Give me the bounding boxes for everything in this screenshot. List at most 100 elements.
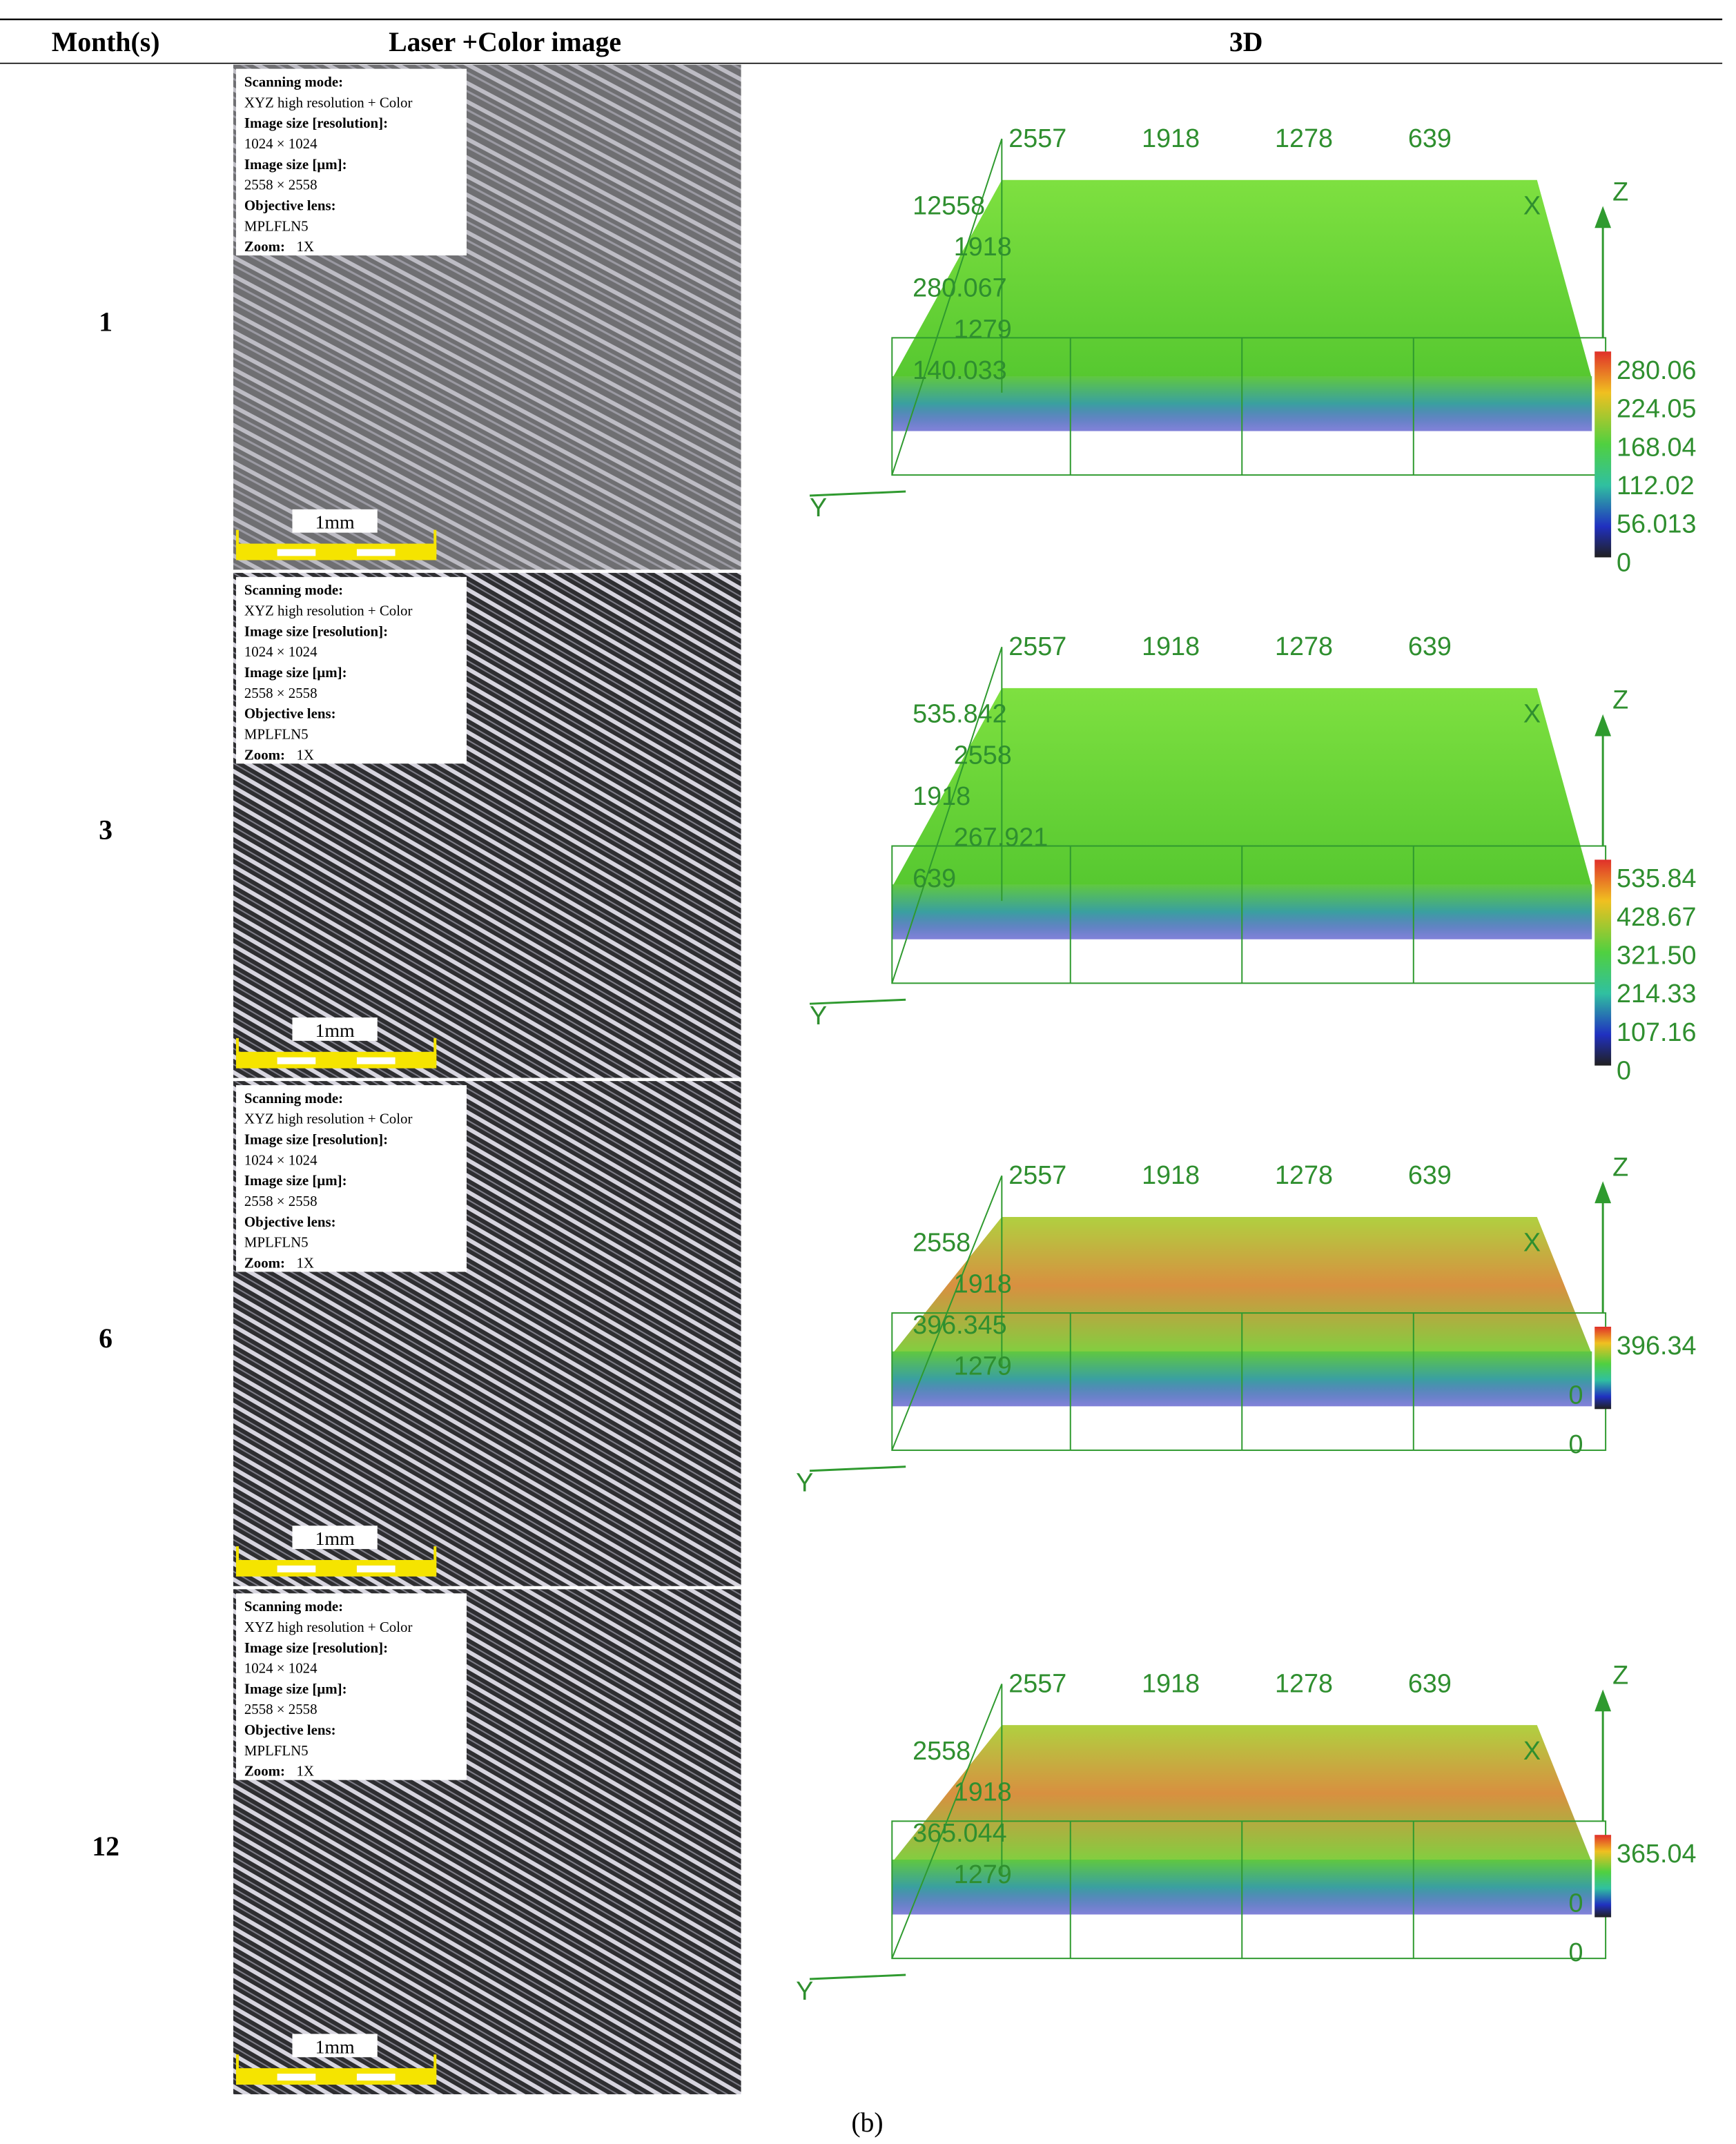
- axis-tick-label: 267.921: [954, 824, 1049, 852]
- colorbar-label: 0: [1617, 548, 1631, 577]
- y-axis: [809, 1465, 906, 1472]
- scale-label: 1mm: [315, 512, 355, 534]
- info-value: MPLFLN5: [244, 1742, 309, 1759]
- axis-letter: Y: [796, 1977, 813, 2006]
- info-value: 1X: [296, 746, 314, 763]
- scale-bar: [235, 1559, 437, 1577]
- axis-letter: Z: [1612, 178, 1628, 207]
- colorbar: [1594, 351, 1612, 558]
- caption: (b): [851, 2107, 883, 2138]
- info-label: Image size [resolution]:: [244, 1639, 388, 1656]
- frame: [891, 1684, 1003, 1959]
- info-label: Zoom:: [244, 238, 285, 255]
- info-value: 2558 × 2558: [244, 685, 318, 701]
- scale-seg: [277, 549, 316, 556]
- axis-letter: X: [1523, 191, 1541, 220]
- axis-tick-label: 2557: [1008, 1161, 1066, 1190]
- colorbar-label: 107.16: [1617, 1018, 1697, 1047]
- colorbar: [1594, 1326, 1612, 1410]
- axis-tick-label: 2557: [1008, 124, 1066, 153]
- axis-tick-label: 1279: [954, 1860, 1012, 1889]
- colorbar-label: 428.67: [1617, 903, 1697, 932]
- info-label: Objective lens:: [244, 705, 336, 722]
- scale-tick: [235, 2054, 239, 2083]
- info-label: Image size [µm]:: [244, 1172, 347, 1189]
- info-value: 1024 × 1024: [244, 643, 318, 660]
- axis-tick-label: 365.044: [913, 1819, 1007, 1848]
- info-label: Scanning mode:: [244, 1598, 343, 1615]
- axis-letter: Z: [1612, 686, 1628, 715]
- z-arrow: [1594, 1689, 1612, 1712]
- axis-tick-label: 639: [1408, 1161, 1452, 1190]
- scale-label: 1mm: [315, 1020, 355, 1042]
- surface-top: [892, 179, 1592, 379]
- colorbar-label: 112.02: [1617, 471, 1695, 500]
- info-value: 1X: [296, 1255, 314, 1271]
- info-value: XYZ high resolution + Color: [244, 1111, 413, 1127]
- scale-tick: [235, 1546, 239, 1574]
- scale-seg: [277, 1565, 316, 1572]
- axis-tick-label: 1918: [954, 1778, 1012, 1807]
- info-label: Zoom:: [244, 1763, 285, 1780]
- y-axis: [809, 490, 906, 497]
- y-axis: [809, 998, 906, 1005]
- surface-top: [892, 688, 1592, 888]
- axis-tick-label: 2557: [1008, 1669, 1066, 1698]
- info-box: [235, 68, 467, 256]
- axis-tick-label: 2558: [954, 741, 1012, 770]
- info-value: MPLFLN5: [244, 725, 309, 742]
- info-value: XYZ high resolution + Color: [244, 94, 413, 110]
- info-box: [235, 1593, 467, 1780]
- colorbar-label: 214.33: [1617, 980, 1697, 1008]
- scale-seg: [277, 1057, 316, 1064]
- info-label: Objective lens:: [244, 1214, 336, 1230]
- axis-letter: Z: [1612, 1153, 1628, 1182]
- month-label: 1: [99, 306, 113, 337]
- info-value: MPLFLN5: [244, 1234, 309, 1251]
- scale-bar: [235, 2068, 437, 2085]
- scale-tick: [433, 2054, 437, 2083]
- axis-tick-label: 1918: [1142, 632, 1200, 661]
- y-axis: [809, 1974, 906, 1980]
- scale-seg: [356, 1565, 396, 1572]
- info-value: XYZ high resolution + Color: [244, 603, 413, 619]
- colorbar-label: 535.84: [1617, 864, 1697, 893]
- info-label: Zoom:: [244, 1255, 285, 1271]
- scale-seg: [277, 2074, 316, 2081]
- colorbar-label: 321.50: [1617, 942, 1697, 971]
- scale-seg: [356, 549, 396, 556]
- info-label: Image size [µm]:: [244, 664, 347, 681]
- axis-tick-label: 639: [913, 864, 956, 893]
- surface-top: [892, 1216, 1592, 1354]
- scale-tick: [433, 1546, 437, 1574]
- axis-tick-label: 1918: [954, 233, 1012, 262]
- axis-tick-label: 1918: [1142, 1161, 1200, 1190]
- axis-tick-label: 639: [1408, 632, 1452, 661]
- surface-top: [892, 1725, 1592, 1862]
- scale-tick: [433, 529, 437, 558]
- z-arrow: [1594, 1181, 1612, 1204]
- scale-tick: [235, 1037, 239, 1066]
- colorbar-label: 224.05: [1617, 395, 1697, 424]
- axis-tick-label: 1918: [1142, 124, 1200, 153]
- frame: [891, 138, 1003, 476]
- scale-tick: [433, 1037, 437, 1066]
- axis-letter: Y: [810, 1002, 827, 1031]
- info-label: Objective lens:: [244, 197, 336, 213]
- info-label: Image size [µm]:: [244, 1680, 347, 1697]
- scale-seg: [356, 1057, 396, 1064]
- axis-tick-label: 639: [1408, 1669, 1452, 1698]
- info-box: [235, 576, 467, 764]
- axis-tick-label: 12558: [913, 191, 985, 220]
- info-label: Scanning mode:: [244, 582, 343, 598]
- info-label: Image size [resolution]:: [244, 115, 388, 131]
- axis-tick-label: 1278: [1275, 632, 1333, 661]
- column-header: Month(s): [52, 27, 160, 57]
- info-box: [235, 1085, 467, 1272]
- scale-label-box: [292, 2034, 378, 2058]
- axis-tick-label: 1918: [1142, 1669, 1200, 1698]
- colorbar: [1594, 1835, 1612, 1918]
- colorbar-label: 0: [1568, 1430, 1583, 1459]
- colorbar-label: 0: [1617, 1057, 1631, 1086]
